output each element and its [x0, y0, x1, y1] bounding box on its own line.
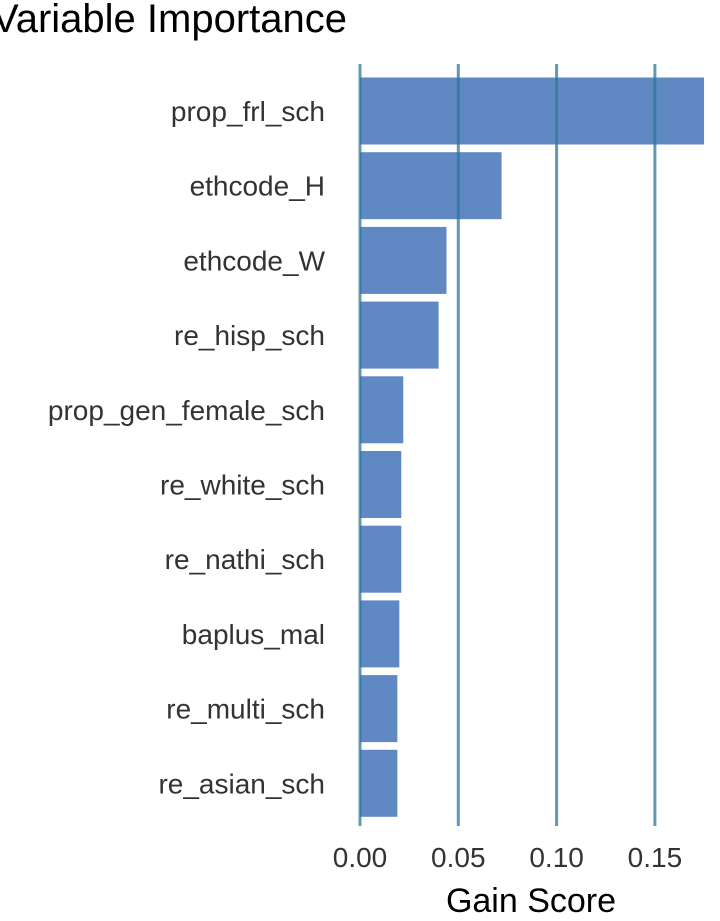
- category-label: prop_frl_sch: [171, 96, 325, 127]
- category-label: re_asian_sch: [158, 768, 325, 799]
- bar-re_multi_sch: [360, 675, 398, 743]
- x-tick-label: 0.15: [628, 842, 683, 873]
- bars-group: [360, 77, 705, 817]
- gridlines-group: [358, 64, 657, 826]
- x-tick-label: 0.10: [529, 842, 584, 873]
- bar-prop_frl_sch: [360, 77, 705, 145]
- x-tick-label: 0.00: [333, 842, 388, 873]
- bar-baplus_mal: [360, 600, 400, 668]
- category-label: re_hisp_sch: [174, 320, 325, 351]
- category-label: ethcode_W: [183, 245, 325, 276]
- category-label: baplus_mal: [182, 619, 325, 650]
- chart-title: Variable Importance: [0, 0, 347, 41]
- x-tick-labels-group: 0.00 0.05 0.10 0.15: [333, 842, 682, 873]
- category-label: ethcode_H: [190, 171, 325, 202]
- bar-re_hisp_sch: [360, 301, 439, 369]
- bar-ethcode_H: [360, 152, 502, 220]
- bar-ethcode_W: [360, 226, 447, 294]
- bar-re_nathi_sch: [360, 525, 402, 593]
- bar-re_white_sch: [360, 451, 402, 518]
- category-label: re_multi_sch: [166, 694, 325, 725]
- category-label: re_nathi_sch: [165, 544, 325, 575]
- bar-prop_gen_female_sch: [360, 376, 404, 444]
- bar-re_asian_sch: [360, 749, 398, 817]
- category-label: prop_gen_female_sch: [48, 395, 325, 426]
- x-tick-label: 0.05: [431, 842, 486, 873]
- category-labels-group: prop_frl_sch ethcode_H ethcode_W re_hisp_sc…: [48, 96, 326, 799]
- category-label: re_white_sch: [160, 470, 325, 501]
- x-axis-title: Gain Score: [446, 882, 616, 920]
